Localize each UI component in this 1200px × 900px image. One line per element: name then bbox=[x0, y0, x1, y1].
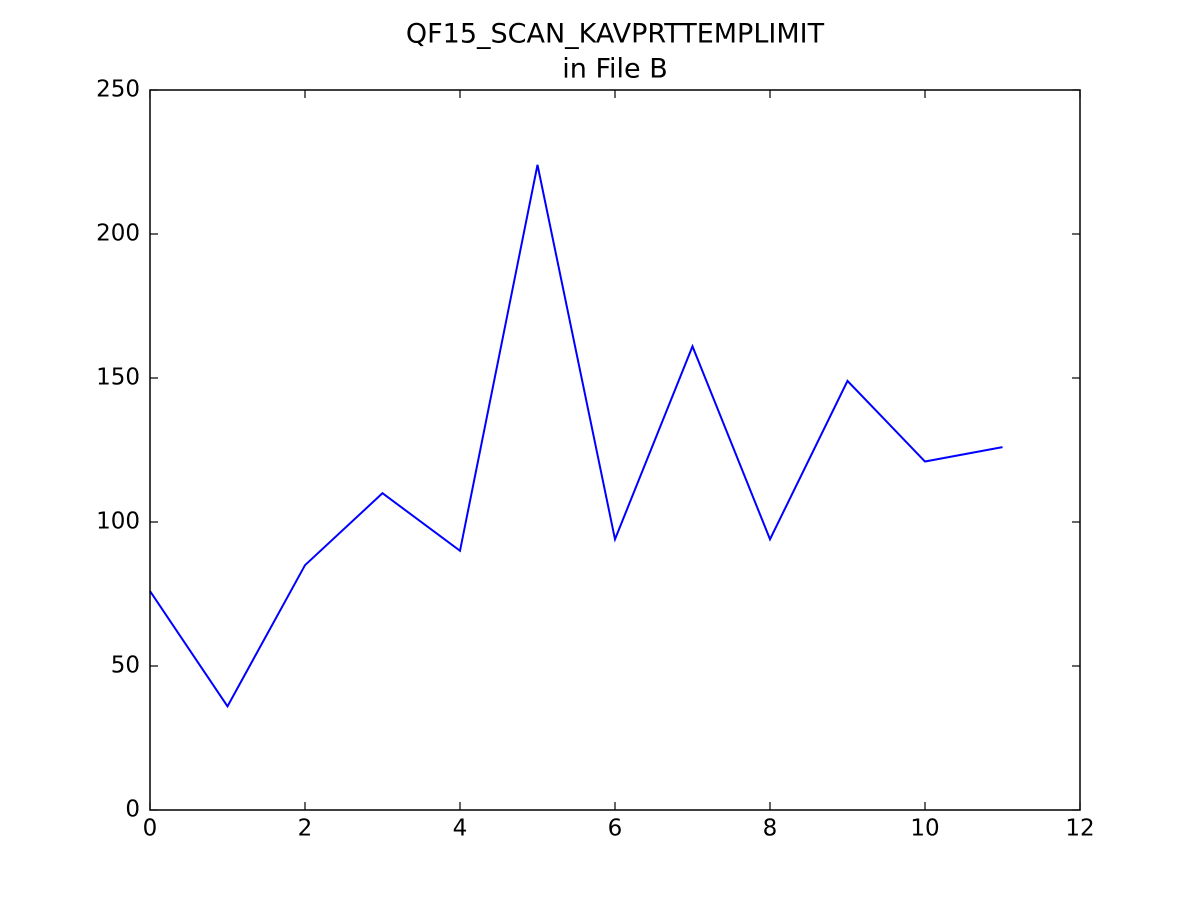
x-tick-label: 4 bbox=[453, 816, 468, 842]
data-line bbox=[149, 164, 1003, 709]
x-tick-label: 2 bbox=[298, 816, 313, 842]
y-tick-label: 150 bbox=[96, 365, 140, 391]
y-tick-label: 250 bbox=[96, 77, 140, 103]
chart-title: QF15_SCAN_KAVPRTTEMPLIMIT bbox=[406, 19, 825, 50]
x-tick-label: 0 bbox=[143, 816, 158, 842]
x-tick-label: 10 bbox=[910, 816, 939, 842]
x-tick-label: 6 bbox=[608, 816, 623, 842]
y-tick-label: 100 bbox=[96, 509, 140, 535]
y-tick-label: 200 bbox=[96, 221, 140, 247]
y-tick-label: 50 bbox=[111, 653, 140, 679]
x-tick-label: 8 bbox=[763, 816, 778, 842]
x-tick-label: 12 bbox=[1065, 816, 1094, 842]
plot-frame bbox=[149, 89, 1081, 811]
y-tick-label: 0 bbox=[125, 797, 140, 823]
chart-title: in File B bbox=[562, 54, 667, 85]
